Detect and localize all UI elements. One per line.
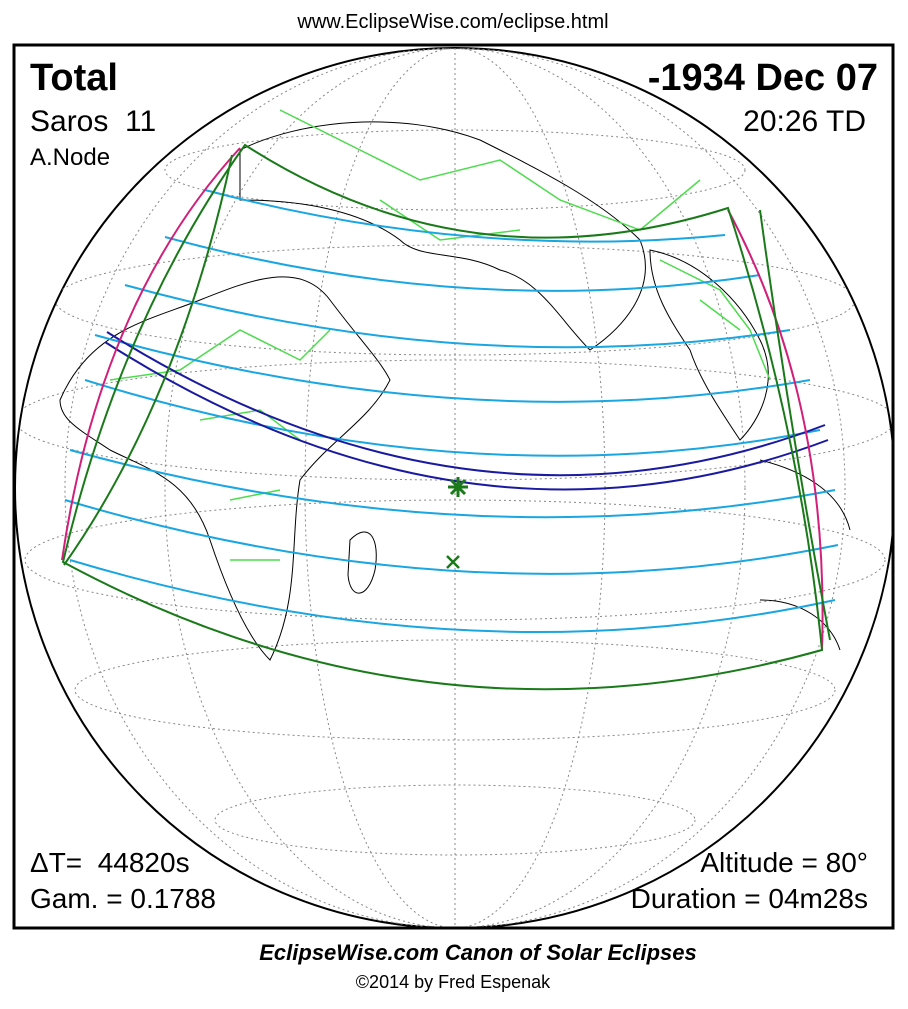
altitude: Altitude = 80° (700, 847, 868, 878)
url: www.EclipseWise.com/eclipse.html (296, 11, 608, 33)
time: 20:26 TD (743, 105, 866, 138)
footer-credit: ©2014 by Fred Espenak (356, 972, 551, 992)
continents (59, 109, 851, 661)
eclipse-type: Total (30, 57, 118, 99)
eclipse-path (61, 143, 839, 691)
duration: Duration = 04m28s (631, 883, 868, 914)
delta-t: ΔT= 44820s (30, 847, 190, 878)
gamma: Gam. = 0.1788 (30, 883, 216, 914)
eclipse-date: -1934 Dec 07 (648, 57, 878, 99)
node: A.Node (30, 144, 110, 171)
saros: Saros 11 (30, 105, 156, 138)
footer-title: EclipseWise.com Canon of Solar Eclipses (259, 940, 697, 965)
globe (15, 47, 892, 927)
